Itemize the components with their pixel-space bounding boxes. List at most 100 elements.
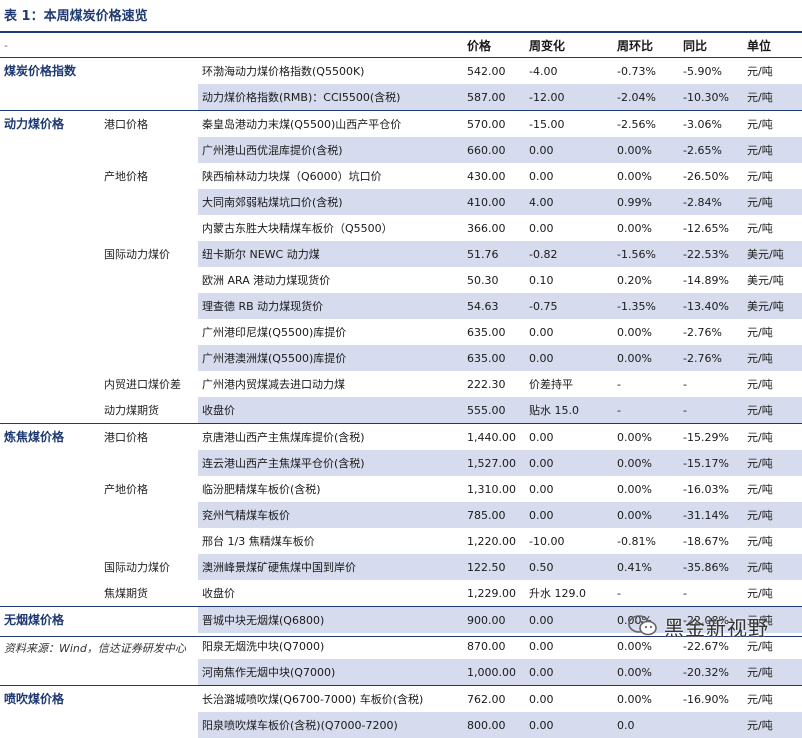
- watermark-text: 黑金新视野: [664, 612, 769, 641]
- price-cell: 555.00: [463, 397, 525, 424]
- item-name-cell: 邢台 1/3 焦精煤车板价: [198, 528, 463, 554]
- price-cell: 1,000.00: [463, 659, 525, 686]
- category-cell: [0, 397, 100, 424]
- yoy-cell: -20.32%: [679, 659, 743, 686]
- item-name-cell: 连云港山西产主焦煤平仓价(含税): [198, 450, 463, 476]
- wow-cell: -: [613, 580, 679, 607]
- unit-cell: 元/吨: [743, 111, 802, 138]
- category-cell: [0, 502, 100, 528]
- weekly-change-cell: 0.00: [525, 215, 613, 241]
- yoy-cell: -2.65%: [679, 137, 743, 163]
- item-name-cell: 陕西榆林动力块煤（Q6000）坑口价: [198, 163, 463, 189]
- wow-cell: -2.04%: [613, 84, 679, 111]
- table-row: 煤炭价格指数环渤海动力煤价格指数(Q5500K)542.00-4.00-0.73…: [0, 58, 802, 85]
- item-name-cell: 广州港山西优混库提价(含税): [198, 137, 463, 163]
- yoy-cell: -18.67%: [679, 528, 743, 554]
- subcategory-cell: [100, 84, 198, 111]
- weekly-change-cell: -0.82: [525, 241, 613, 267]
- unit-cell: 元/吨: [743, 580, 802, 607]
- subcategory-cell: [100, 686, 198, 713]
- price-cell: 222.30: [463, 371, 525, 397]
- unit-cell: 美元/吨: [743, 293, 802, 319]
- unit-cell: 元/吨: [743, 450, 802, 476]
- unit-cell: 元/吨: [743, 397, 802, 424]
- item-name-cell: 澳洲峰景煤矿硬焦煤中国到岸价: [198, 554, 463, 580]
- subcategory-cell: [100, 712, 198, 738]
- yoy-cell: -: [679, 371, 743, 397]
- header-blank-2: [198, 33, 463, 58]
- wechat-icon: [628, 614, 658, 638]
- category-cell: [0, 580, 100, 607]
- subcategory-cell: 港口价格: [100, 111, 198, 138]
- item-name-cell: 收盘价: [198, 397, 463, 424]
- item-name-cell: 理查德 RB 动力煤现货价: [198, 293, 463, 319]
- header-blank-1: [100, 33, 198, 58]
- subcategory-cell: [100, 659, 198, 686]
- weekly-change-cell: 0.00: [525, 607, 613, 634]
- category-cell: [0, 137, 100, 163]
- subcategory-cell: [100, 267, 198, 293]
- yoy-cell: -: [679, 580, 743, 607]
- subcategory-cell: [100, 345, 198, 371]
- weekly-change-cell: 价差持平: [525, 371, 613, 397]
- weekly-change-cell: 0.00: [525, 712, 613, 738]
- weekly-change-cell: 0.00: [525, 163, 613, 189]
- category-cell: [0, 659, 100, 686]
- category-cell: [0, 241, 100, 267]
- price-cell: 410.00: [463, 189, 525, 215]
- subcategory-cell: [100, 137, 198, 163]
- unit-cell: 元/吨: [743, 58, 802, 85]
- yoy-cell: -10.30%: [679, 84, 743, 111]
- unit-cell: 元/吨: [743, 712, 802, 738]
- item-name-cell: 临汾肥精煤车板价(含税): [198, 476, 463, 502]
- category-cell: [0, 345, 100, 371]
- price-cell: 785.00: [463, 502, 525, 528]
- yoy-cell: -: [679, 397, 743, 424]
- yoy-cell: -22.53%: [679, 241, 743, 267]
- subcategory-cell: 焦煤期货: [100, 580, 198, 607]
- unit-cell: 元/吨: [743, 659, 802, 686]
- price-cell: 542.00: [463, 58, 525, 85]
- wow-cell: -1.56%: [613, 241, 679, 267]
- yoy-cell: -2.76%: [679, 319, 743, 345]
- unit-cell: 元/吨: [743, 528, 802, 554]
- price-cell: 1,440.00: [463, 424, 525, 451]
- subcategory-cell: 国际动力煤价: [100, 554, 198, 580]
- price-cell: 762.00: [463, 686, 525, 713]
- item-name-cell: 收盘价: [198, 580, 463, 607]
- wow-cell: -: [613, 397, 679, 424]
- unit-cell: 元/吨: [743, 163, 802, 189]
- item-name-cell: 广州港澳洲煤(Q5500)库提价: [198, 345, 463, 371]
- category-cell: [0, 84, 100, 111]
- header-price: 价格: [463, 33, 525, 58]
- wow-cell: 0.00%: [613, 319, 679, 345]
- watermark: 黑金新视野: [628, 608, 769, 644]
- weekly-change-cell: 0.00: [525, 424, 613, 451]
- category-cell: 动力煤价格: [0, 111, 100, 138]
- table-row: 动力煤价格指数(RMB)：CCI5500(含税)587.00-12.00-2.0…: [0, 84, 802, 111]
- item-name-cell: 环渤海动力煤价格指数(Q5500K): [198, 58, 463, 85]
- price-cell: 54.63: [463, 293, 525, 319]
- wow-cell: 0.00%: [613, 659, 679, 686]
- weekly-change-cell: -4.00: [525, 58, 613, 85]
- wow-cell: 0.0: [613, 712, 679, 738]
- category-cell: [0, 528, 100, 554]
- wow-cell: -: [613, 371, 679, 397]
- yoy-cell: -31.14%: [679, 502, 743, 528]
- weekly-change-cell: 升水 129.0: [525, 580, 613, 607]
- price-cell: 1,220.00: [463, 528, 525, 554]
- price-cell: 122.50: [463, 554, 525, 580]
- wow-cell: 0.00%: [613, 476, 679, 502]
- unit-cell: 元/吨: [743, 84, 802, 111]
- subcategory-cell: [100, 528, 198, 554]
- item-name-cell: 内蒙古东胜大块精煤车板价（Q5500）: [198, 215, 463, 241]
- price-cell: 800.00: [463, 712, 525, 738]
- price-cell: 570.00: [463, 111, 525, 138]
- subcategory-cell: 产地价格: [100, 163, 198, 189]
- subcategory-cell: [100, 450, 198, 476]
